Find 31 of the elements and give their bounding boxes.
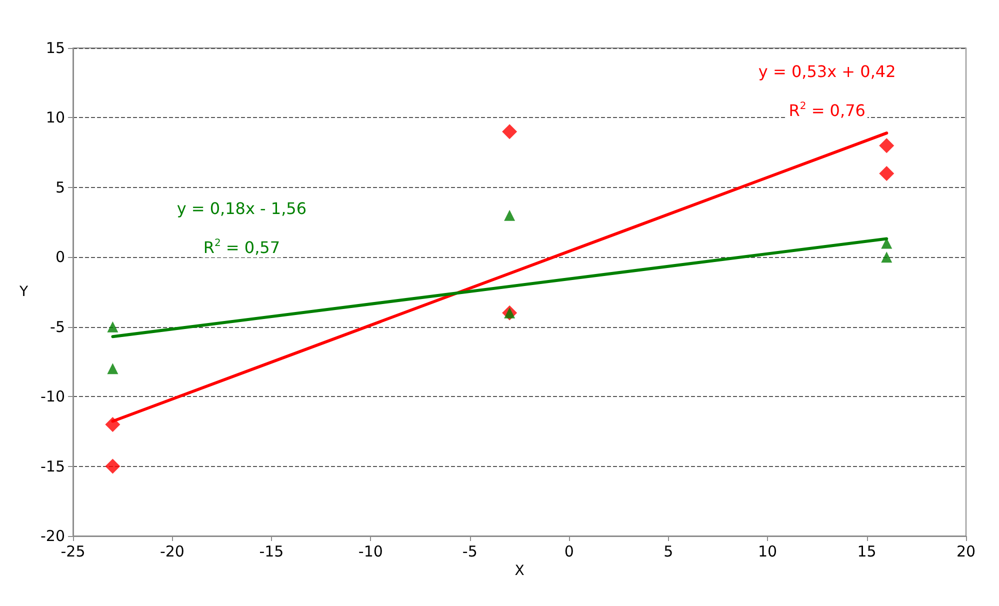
y-tick-label: -10: [40, 388, 65, 406]
y-axis-title: Y: [18, 284, 28, 300]
point: [504, 210, 516, 221]
annotation: y = 0,18x - 1,56: [176, 198, 307, 218]
y-tick-label: 10: [46, 108, 65, 127]
x-tick-label: 5: [664, 542, 674, 560]
x-axis-title: X: [514, 562, 525, 579]
x-tick-label: -25: [60, 542, 86, 560]
y-tick-label: 15: [46, 39, 65, 57]
y-tick-label: 0: [55, 248, 65, 266]
y-tick-label: -5: [50, 318, 65, 336]
x-tick-label: 20: [956, 542, 976, 560]
point: [107, 363, 118, 374]
x-tick-label: -20: [160, 542, 184, 560]
x-tick-label: 10: [758, 542, 778, 560]
point: [105, 416, 120, 432]
y-tick-label: -20: [40, 527, 65, 545]
x-tick-label: -15: [259, 542, 284, 560]
point: [107, 321, 118, 332]
point: [105, 458, 120, 474]
x-tick-label: 15: [857, 542, 876, 560]
x-tick-label: -5: [462, 542, 478, 560]
point: [502, 124, 518, 140]
point: [881, 252, 892, 263]
point: [879, 166, 894, 181]
y-tick-label: -15: [40, 457, 65, 476]
annotation: y = 0,53x + 0,42: [758, 62, 896, 82]
x-tick-label: 0: [564, 542, 574, 560]
point: [879, 138, 894, 154]
x-tick-label: -10: [358, 542, 383, 560]
y-tick-label: 5: [55, 178, 65, 196]
